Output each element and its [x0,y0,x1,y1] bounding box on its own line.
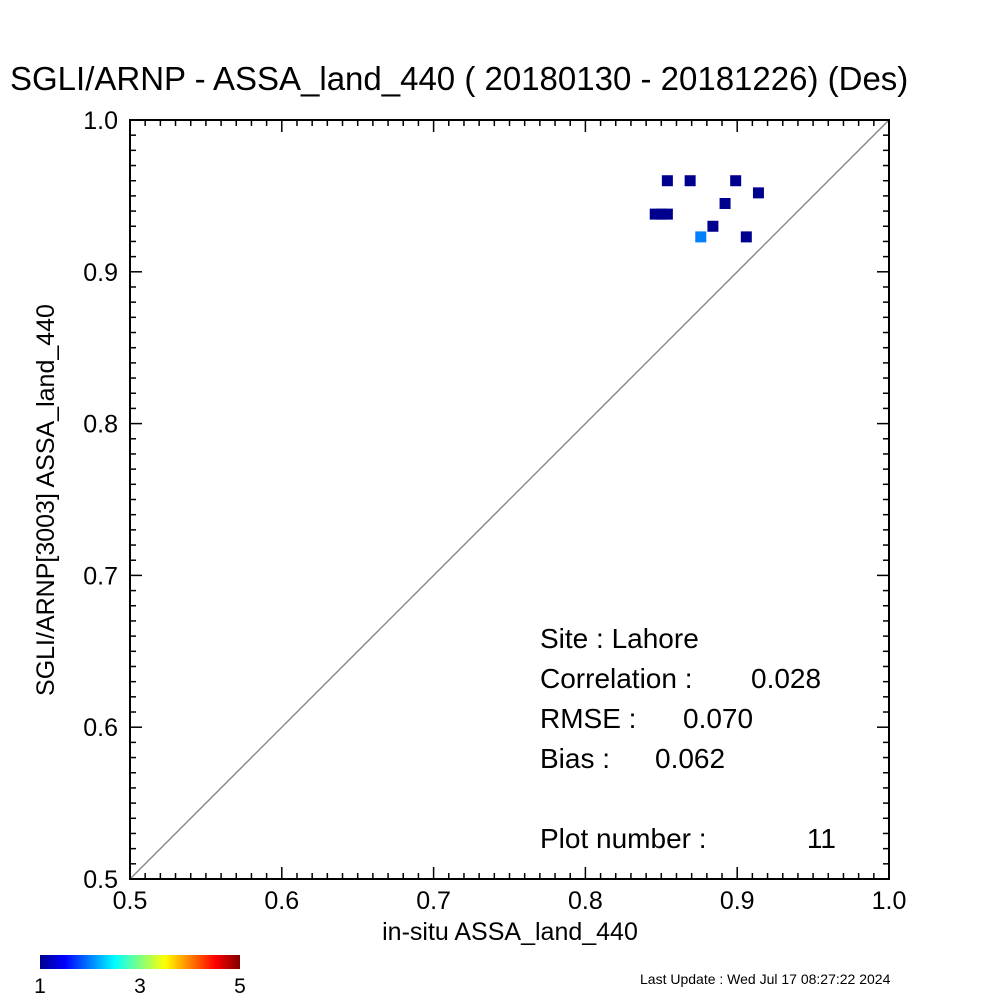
stat-plot-number-label: Plot number : [540,823,707,854]
data-point [707,220,719,232]
data-point [661,175,673,187]
stat-plot-number-value: 11 [807,823,836,854]
colorbar-label-min: 1 [34,975,46,998]
data-point [655,208,667,220]
x-tick-label: 0.5 [113,887,148,915]
y-tick-label: 0.6 [83,714,118,742]
stat-correlation-label: Correlation : [540,663,693,694]
x-axis-label: in-situ ASSA_land_440 [382,918,638,946]
one-to-one-line [129,119,890,880]
stat-rmse-label: RMSE : [540,703,636,734]
stat-rmse-value: 0.070 [683,703,753,734]
stat-bias-label: Bias : [540,743,610,774]
x-tick-label: 0.6 [264,887,299,915]
colorbar-label-max: 5 [234,975,246,998]
stat-site: Site : Lahore [540,623,699,654]
chart-title: SGLI/ARNP - ASSA_land_440 ( 20180130 - 2… [10,60,908,97]
tick-labels: 0.5 0.6 0.7 0.8 0.9 1.0 0.5 0.6 0.7 0.8 0.9 1.0 [83,107,906,915]
data-point [730,175,742,187]
plot-frame [129,119,890,880]
stats-panel: Site : Lahore Correlation : 0.028 RMSE :… [540,623,836,854]
y-tick-label: 1.0 [83,107,118,135]
x-tick-label: 0.8 [568,887,603,915]
x-tick-label: 0.7 [416,887,451,915]
data-point [740,231,752,243]
y-tick-label: 0.5 [83,866,118,894]
x-tick-label: 1.0 [872,887,907,915]
data-point [695,231,707,243]
stat-correlation-value: 0.028 [751,663,821,694]
data-points [649,175,764,243]
y-tick-label: 0.8 [83,411,118,439]
y-axis-label: SGLI/ARNP[3003] ASSA_land_440 [32,304,60,696]
y-tick-label: 0.7 [83,562,118,590]
colorbar: 1 3 5 [34,955,246,998]
y-tick-label: 0.9 [83,259,118,287]
data-point [752,187,764,199]
stat-bias-value: 0.062 [655,743,725,774]
colorbar-gradient [40,955,240,969]
colorbar-label-mid: 3 [134,975,146,998]
last-update-text: Last Update : Wed Jul 17 08:27:22 2024 [640,971,891,987]
data-point [661,208,673,220]
data-point [649,208,661,220]
x-tick-label: 0.9 [720,887,755,915]
data-point [719,197,731,209]
data-point [684,175,696,187]
